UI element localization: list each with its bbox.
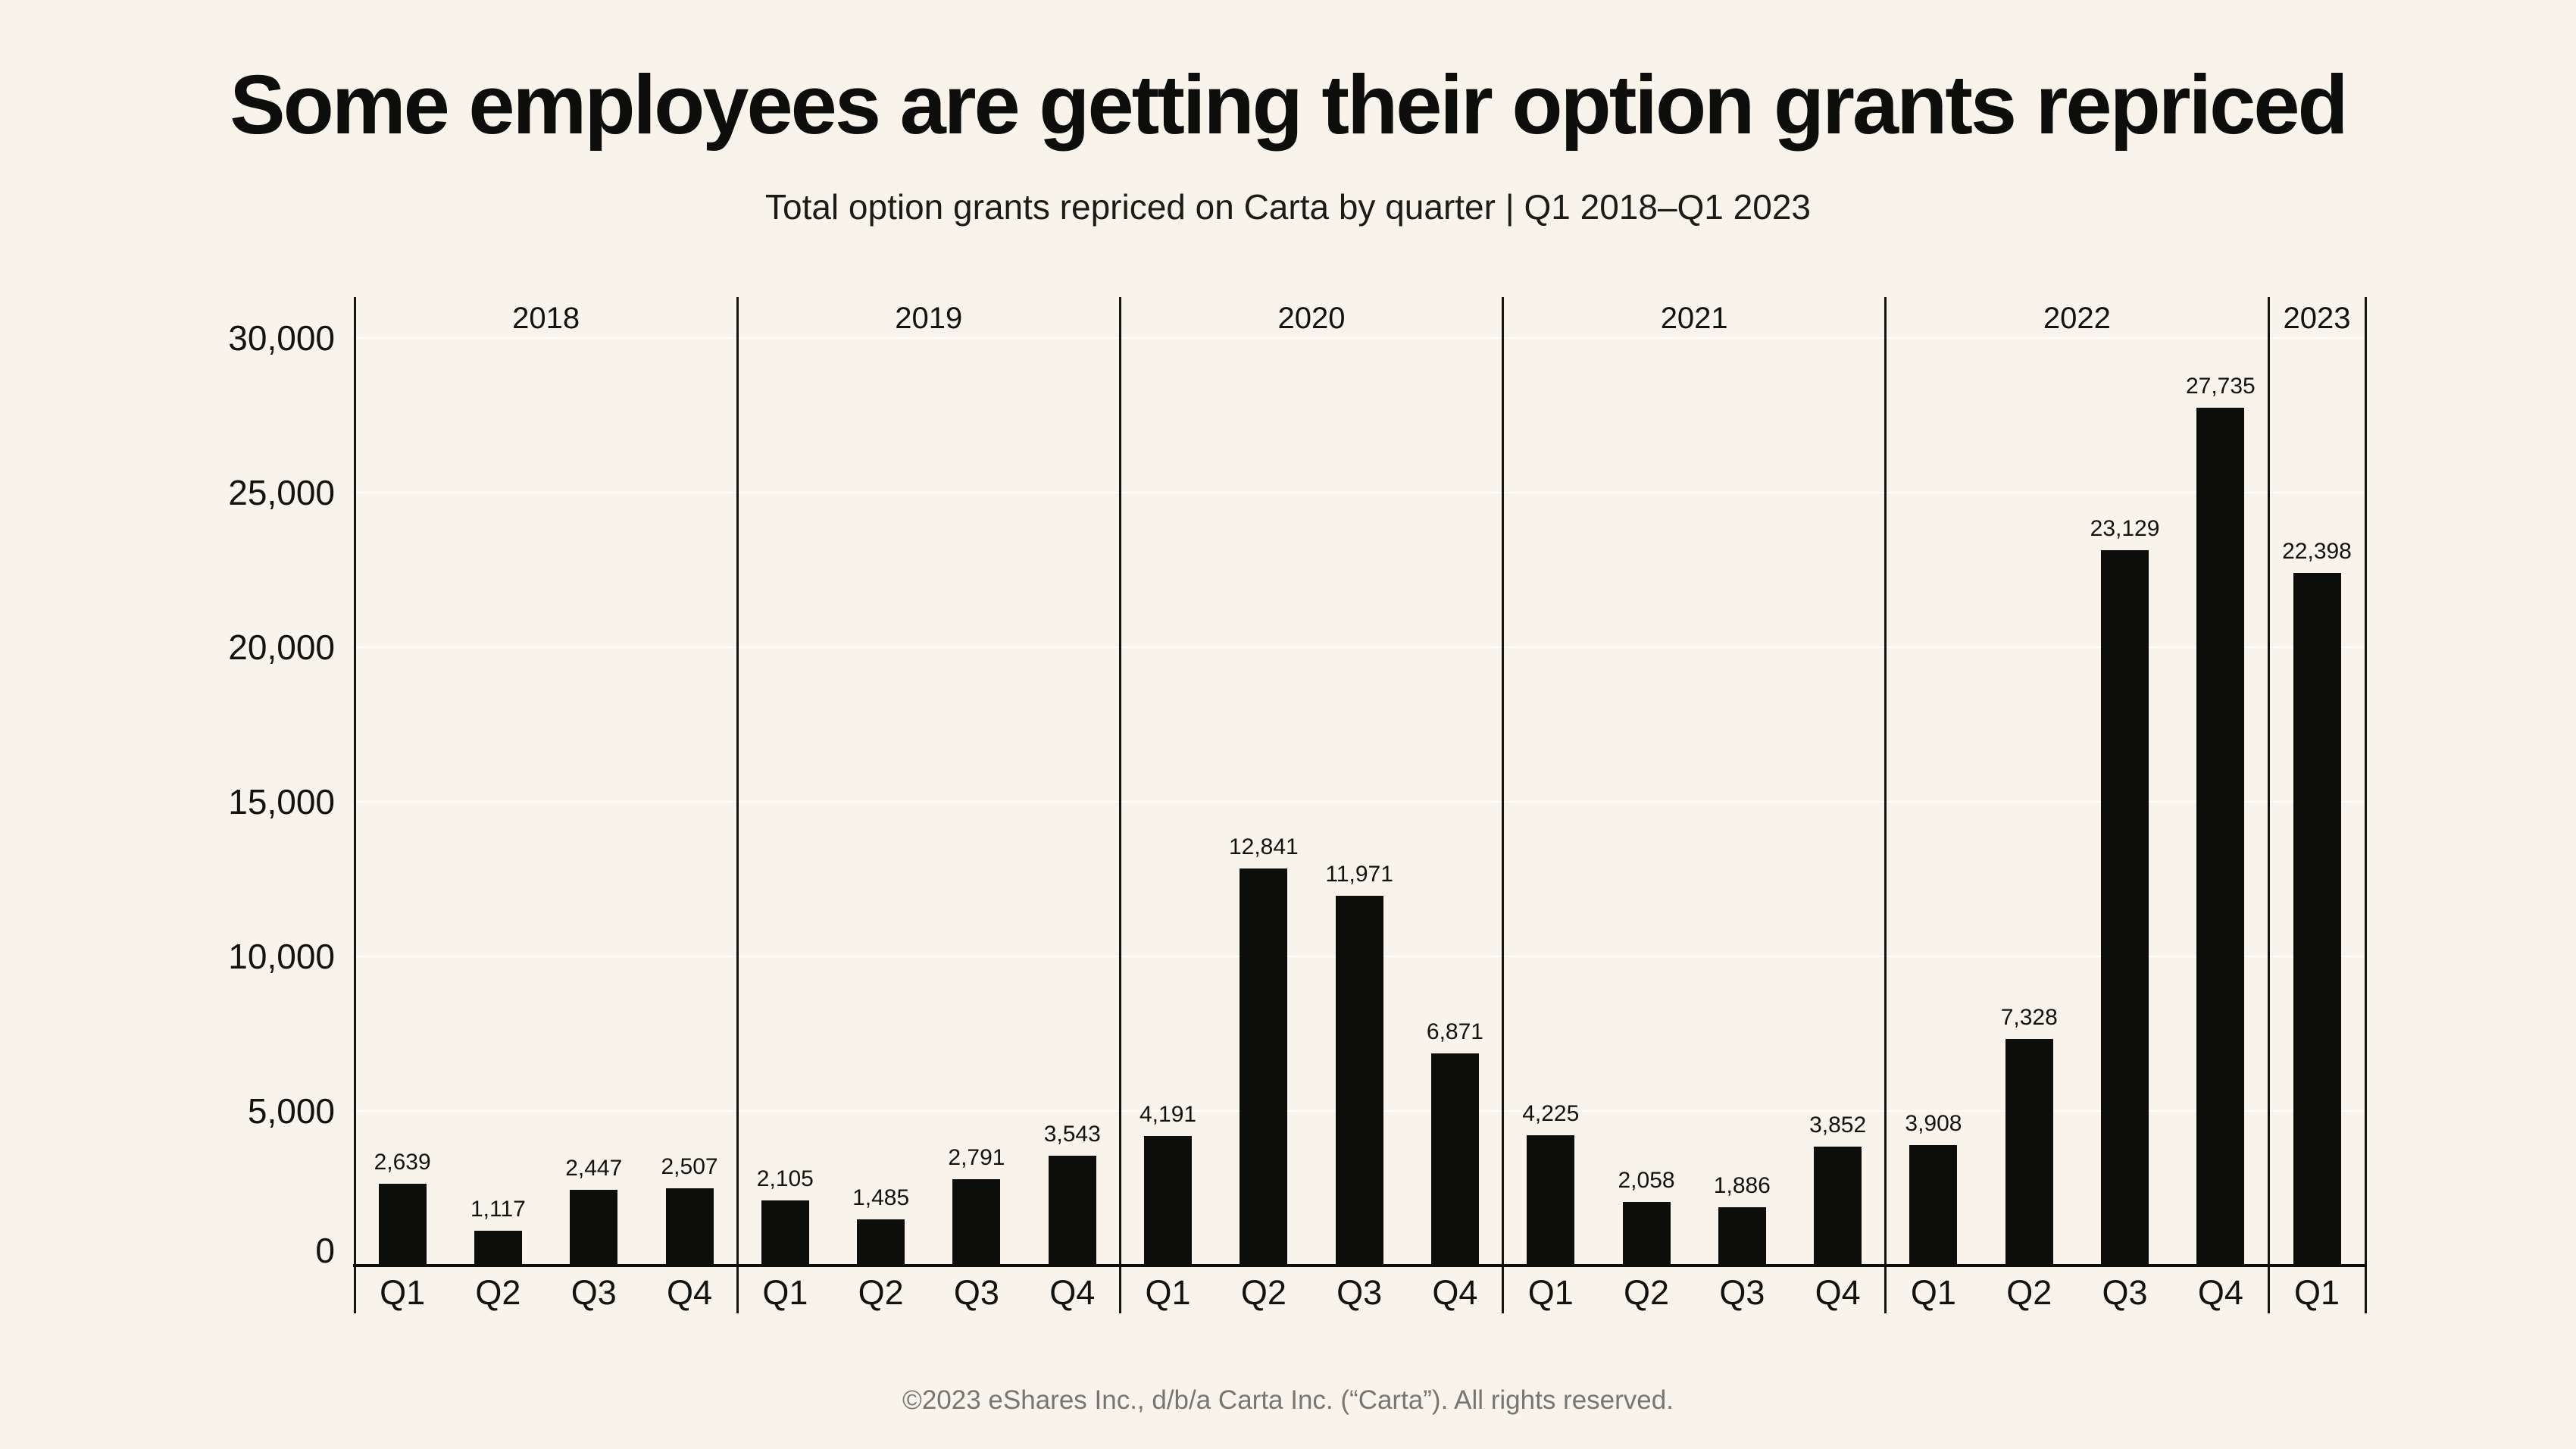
bar-value-label: 3,908	[1905, 1111, 1962, 1136]
bar	[2005, 1039, 2053, 1266]
bar	[1718, 1207, 1766, 1266]
bar	[1814, 1147, 1862, 1266]
quarter-label: Q4	[2197, 1273, 2243, 1312]
quarter-label: Q1	[2293, 1273, 2340, 1312]
bar	[952, 1179, 1001, 1266]
bar	[665, 1188, 714, 1266]
bar-value-label: 2,791	[948, 1145, 1005, 1170]
panel-divider	[1502, 297, 1505, 1313]
bar-value-label: 22,398	[2282, 539, 2352, 564]
panel-divider	[1118, 297, 1121, 1313]
bar	[474, 1231, 522, 1266]
panel-divider	[2267, 297, 2270, 1313]
bar-value-label: 4,225	[1522, 1101, 1580, 1126]
panel-divider	[736, 297, 739, 1313]
bar-value-label: 2,639	[374, 1150, 431, 1175]
year-label: 2021	[1660, 302, 1728, 335]
gridline	[355, 801, 2365, 803]
chart-subtitle: Total option grants repriced on Carta by…	[764, 187, 1812, 227]
quarter-label: Q4	[1815, 1273, 1861, 1312]
bar-value-label: 2,105	[756, 1166, 814, 1191]
year-label: 2019	[895, 302, 963, 335]
y-axis-tick-label: 5,000	[247, 1091, 335, 1131]
quarter-label: Q4	[667, 1273, 713, 1312]
bar	[2293, 573, 2341, 1266]
bar	[1335, 896, 1383, 1266]
year-label: 2020	[1277, 302, 1346, 335]
quarter-label: Q2	[1624, 1273, 1670, 1312]
quarter-label: Q3	[953, 1273, 999, 1312]
bar	[570, 1190, 618, 1266]
bar-value-label: 11,971	[1325, 862, 1393, 887]
quarter-label: Q3	[1719, 1273, 1765, 1312]
chart-footer: ©2023 eShares Inc., d/b/a Carta Inc. (“C…	[902, 1385, 1674, 1415]
quarter-label: Q1	[1910, 1273, 1956, 1312]
bar-value-label: 3,543	[1043, 1122, 1101, 1147]
bar-value-label: 1,485	[852, 1185, 910, 1210]
panel-divider	[353, 297, 356, 1313]
quarter-label: Q2	[1240, 1273, 1286, 1312]
quarter-label: Q1	[762, 1273, 808, 1312]
chart-title: Some employees are getting their option …	[230, 58, 2348, 152]
quarter-label: Q1	[1145, 1273, 1191, 1312]
quarter-label: Q4	[1432, 1273, 1478, 1312]
bar	[1144, 1136, 1193, 1266]
bar	[857, 1219, 905, 1266]
quarter-label: Q3	[2102, 1273, 2148, 1312]
bar	[1909, 1145, 1958, 1266]
x-axis-line	[353, 1264, 2367, 1267]
bar	[2101, 550, 2149, 1266]
panel-divider	[2364, 297, 2367, 1313]
gridline	[355, 646, 2365, 648]
year-label: 2018	[512, 302, 580, 335]
panel-divider	[1884, 297, 1887, 1313]
bar-value-label: 1,117	[470, 1197, 526, 1222]
bar	[1622, 1202, 1671, 1266]
bar	[1527, 1135, 1575, 1266]
gridline	[355, 492, 2365, 493]
bar-value-label: 4,191	[1140, 1102, 1197, 1127]
bar-value-label: 6,871	[1426, 1019, 1483, 1044]
bar-value-label: 1,886	[1713, 1173, 1771, 1198]
year-label: 2023	[2283, 302, 2351, 335]
y-axis-tick-label: 10,000	[228, 937, 335, 976]
gridline	[355, 337, 2365, 339]
y-axis-tick-label: 0	[315, 1231, 335, 1270]
bar	[378, 1184, 427, 1266]
bar	[1430, 1053, 1479, 1266]
bar-value-label: 7,328	[2000, 1005, 2058, 1030]
quarter-label: Q1	[380, 1273, 426, 1312]
bar	[1240, 868, 1288, 1266]
bar-value-label: 2,447	[565, 1156, 623, 1181]
bar-value-label: 2,058	[1618, 1168, 1675, 1193]
bar	[2196, 408, 2245, 1266]
quarter-label: Q2	[475, 1273, 521, 1312]
quarter-label: Q2	[858, 1273, 904, 1312]
y-axis-tick-label: 30,000	[228, 318, 335, 358]
bar	[1048, 1156, 1096, 1266]
y-axis-tick-label: 15,000	[228, 782, 335, 822]
bar-value-label: 23,129	[2090, 516, 2160, 541]
year-label: 2022	[2043, 302, 2111, 335]
bar-value-label: 3,852	[1809, 1113, 1867, 1138]
quarter-label: Q4	[1049, 1273, 1096, 1312]
quarter-label: Q2	[2006, 1273, 2052, 1312]
y-axis-tick-label: 20,000	[228, 627, 335, 667]
bar-value-label: 12,841	[1228, 834, 1299, 859]
bar-value-label: 2,507	[661, 1154, 718, 1179]
quarter-label: Q1	[1527, 1273, 1574, 1312]
y-axis-tick-label: 25,000	[228, 473, 335, 512]
quarter-label: Q3	[571, 1273, 617, 1312]
quarter-label: Q3	[1336, 1273, 1383, 1312]
bar	[761, 1200, 809, 1266]
bar-value-label: 27,735	[2185, 374, 2256, 399]
